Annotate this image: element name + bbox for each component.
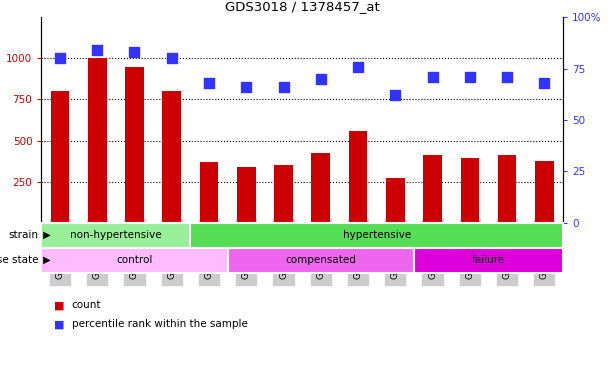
- Bar: [386, 178, 405, 223]
- Point: [167, 55, 176, 61]
- Point: [204, 80, 214, 86]
- Text: ■: ■: [54, 300, 64, 310]
- Bar: [41, 248, 227, 273]
- Bar: [162, 91, 181, 223]
- Text: count: count: [72, 300, 102, 310]
- Point: [130, 49, 139, 55]
- Bar: [349, 131, 367, 223]
- Bar: [498, 154, 516, 223]
- Point: [427, 74, 437, 80]
- Bar: [227, 248, 414, 273]
- Bar: [190, 223, 563, 248]
- Text: compensated: compensated: [285, 255, 356, 265]
- Point: [316, 76, 326, 82]
- Bar: [460, 158, 479, 223]
- Point: [465, 74, 475, 80]
- Point: [278, 84, 288, 90]
- Point: [353, 63, 363, 70]
- Bar: [50, 91, 69, 223]
- Point: [55, 55, 65, 61]
- Bar: [237, 167, 255, 223]
- Title: GDS3018 / 1378457_at: GDS3018 / 1378457_at: [225, 0, 379, 13]
- Text: strain: strain: [9, 230, 38, 240]
- Point: [502, 74, 512, 80]
- Bar: [41, 223, 190, 248]
- Text: non-hypertensive: non-hypertensive: [70, 230, 162, 240]
- Bar: [88, 58, 106, 223]
- Bar: [414, 248, 563, 273]
- Text: ▶: ▶: [40, 255, 50, 265]
- Text: disease state: disease state: [0, 255, 38, 265]
- Bar: [311, 153, 330, 223]
- Text: percentile rank within the sample: percentile rank within the sample: [72, 319, 247, 329]
- Text: control: control: [116, 255, 153, 265]
- Text: hypertensive: hypertensive: [342, 230, 411, 240]
- Bar: [274, 165, 293, 223]
- Point: [390, 92, 400, 98]
- Point: [92, 47, 102, 53]
- Text: ■: ■: [54, 319, 64, 329]
- Bar: [199, 162, 218, 223]
- Text: failure: failure: [472, 255, 505, 265]
- Point: [241, 84, 251, 90]
- Bar: [535, 161, 554, 223]
- Point: [539, 80, 549, 86]
- Bar: [125, 66, 144, 223]
- Text: ▶: ▶: [40, 230, 50, 240]
- Bar: [423, 154, 442, 223]
